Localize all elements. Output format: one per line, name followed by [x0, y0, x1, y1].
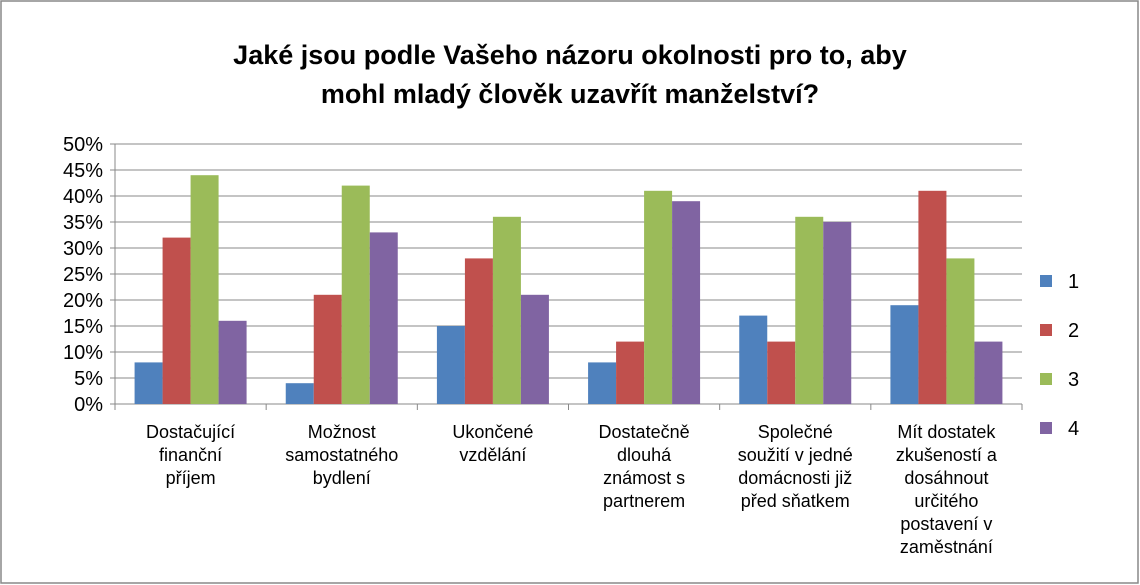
bar [739, 315, 768, 404]
bar [520, 294, 549, 404]
bar [464, 258, 493, 404]
x-tick-label: Ukončené vzdělání [452, 422, 533, 465]
bar [672, 201, 701, 404]
y-tick-label: 40% [63, 186, 103, 208]
bar [890, 305, 919, 404]
y-tick-label: 50% [63, 134, 103, 156]
bar [946, 258, 975, 404]
bar [492, 216, 521, 404]
bar [767, 341, 796, 404]
bar [974, 341, 1003, 404]
bar [918, 190, 947, 404]
bar [795, 216, 824, 404]
bar [644, 190, 673, 404]
bar [616, 341, 645, 404]
bar [190, 175, 219, 404]
legend-label: 1 [1068, 271, 1079, 293]
y-tick-label: 15% [63, 316, 103, 338]
y-tick-label: 45% [63, 160, 103, 182]
bar [313, 294, 342, 404]
bar [436, 326, 465, 404]
y-tick-label: 25% [63, 264, 103, 286]
legend-label: 4 [1068, 418, 1079, 440]
legend-swatch [1040, 422, 1052, 434]
y-tick-label: 20% [63, 290, 103, 312]
chart-title: Jaké jsou podle Vašeho názoru okolnosti … [233, 40, 907, 109]
x-tick-label: Dostatečně dlouhá známost s partnerem [599, 422, 690, 511]
x-tick-label: Společné soužití v jedné domácnosti již pře… [738, 422, 853, 511]
bar [369, 232, 398, 404]
y-tick-label: 35% [63, 212, 103, 234]
y-tick-label: 30% [63, 238, 103, 260]
x-tick-label: Možnost samostatného bydlení [285, 422, 398, 488]
bar [285, 383, 314, 404]
legend-swatch [1040, 324, 1052, 336]
bar [823, 222, 852, 404]
bar [162, 237, 191, 404]
x-tick-label: Dostačující finanční příjem [146, 422, 235, 488]
bar [341, 185, 370, 404]
legend-label: 2 [1068, 320, 1079, 342]
bar [218, 320, 247, 404]
legend-swatch [1040, 373, 1052, 385]
bar [134, 362, 163, 404]
legend-swatch [1040, 275, 1052, 287]
y-tick-label: 10% [63, 342, 103, 364]
x-tick-label: Mít dostatek zkušeností a dosáhnout určitéh… [896, 422, 998, 557]
bar [588, 362, 617, 404]
y-tick-label: 5% [74, 368, 103, 390]
y-tick-label: 0% [74, 394, 103, 416]
legend-label: 3 [1068, 369, 1079, 391]
